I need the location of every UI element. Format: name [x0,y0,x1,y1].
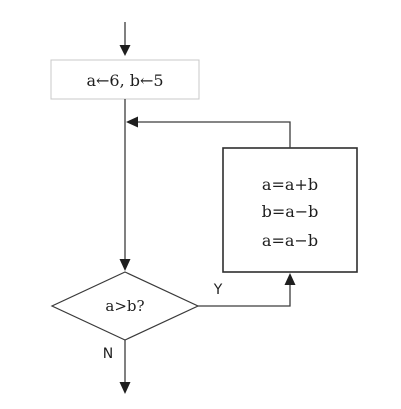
no-arrowhead [119,382,131,394]
yes-connector [198,284,291,307]
loop-line-1: a=a+b [262,175,318,194]
loop-line-3: a=a−b [262,231,318,250]
yes-arrowhead [284,273,296,285]
decision-arrowhead [119,259,131,271]
loop-return-connector [138,121,291,148]
entry-arrowhead [119,45,131,56]
loop-return-arrowhead [126,116,138,128]
yes-label: Y [213,282,223,298]
decision-text: a>b? [105,297,144,315]
no-label: N [103,346,113,362]
loop-line-2: b=a−b [262,202,319,221]
init-text: a←6, b←5 [86,71,163,90]
